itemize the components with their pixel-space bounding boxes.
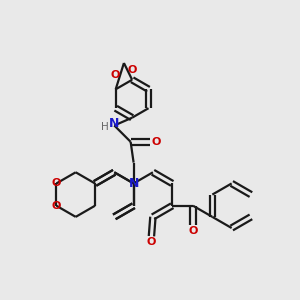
Text: O: O <box>111 70 120 80</box>
Text: O: O <box>52 201 61 211</box>
Text: O: O <box>52 178 61 188</box>
Text: O: O <box>152 137 161 147</box>
Text: N: N <box>109 118 119 130</box>
Text: O: O <box>188 226 198 236</box>
Text: N: N <box>128 177 139 190</box>
Text: O: O <box>128 65 137 75</box>
Text: O: O <box>147 237 156 247</box>
Text: H: H <box>101 122 109 132</box>
